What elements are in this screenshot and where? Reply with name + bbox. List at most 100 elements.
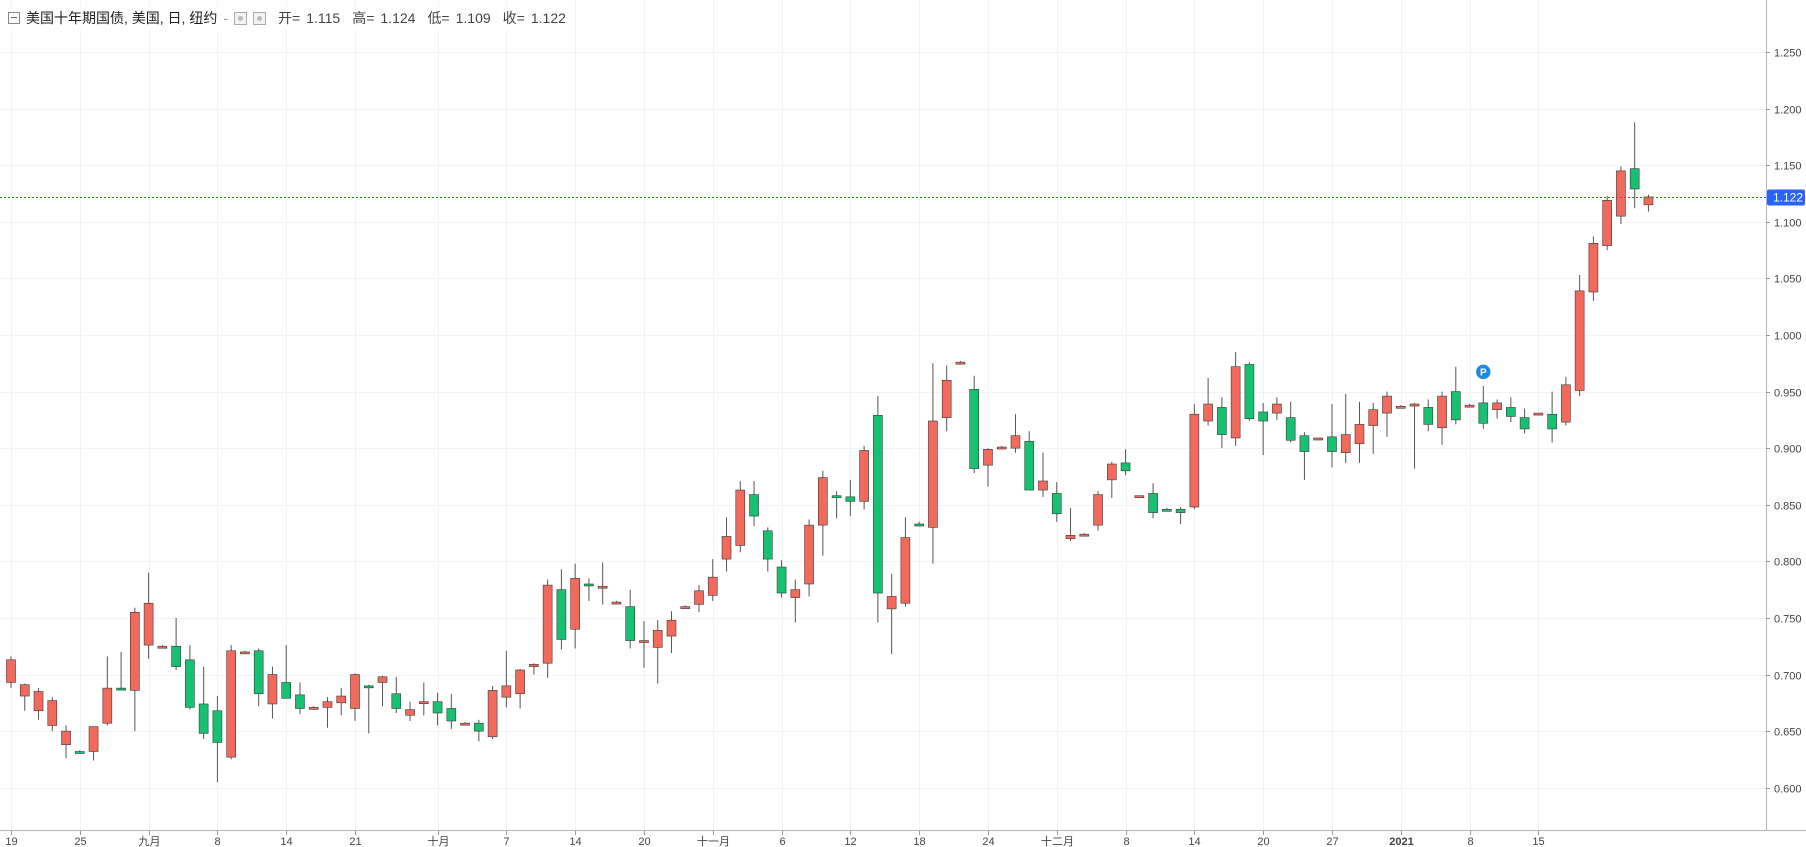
candle <box>1079 533 1090 537</box>
candle <box>1395 405 1406 409</box>
candle-body <box>1162 508 1172 512</box>
x-tick-label: 20 <box>1257 836 1269 847</box>
candle <box>1382 391 1392 437</box>
settings-icon[interactable] <box>253 11 267 25</box>
candle <box>487 685 498 740</box>
candle <box>446 693 457 729</box>
candle <box>226 645 236 760</box>
candle <box>818 470 828 556</box>
candle <box>102 656 113 726</box>
candle-body <box>1258 411 1268 422</box>
candle <box>1162 508 1172 512</box>
price-axis[interactable]: 0.600 0.650 0.700 0.750 0.800 0.850 0.900 0.950… <box>1766 48 1802 796</box>
candle-body <box>1354 424 1365 444</box>
visibility-icon[interactable] <box>234 11 248 25</box>
candle-body <box>61 730 71 745</box>
candle <box>267 666 278 719</box>
candle-body <box>859 450 869 502</box>
x-tick-label: 12 <box>844 836 856 847</box>
y-tick-label: 0.600 <box>1774 784 1802 796</box>
high-label: 高= <box>352 10 375 26</box>
candle-body <box>336 695 347 704</box>
candle <box>515 668 525 709</box>
candle <box>1547 391 1557 443</box>
candle <box>831 491 842 519</box>
candle-body <box>226 650 236 758</box>
candle <box>474 719 484 742</box>
candle-body <box>308 707 319 710</box>
candle-body <box>88 726 99 752</box>
candle-body <box>597 585 608 589</box>
candle-body <box>363 685 374 689</box>
y-tick-label: 1.150 <box>1774 161 1802 173</box>
candle <box>432 692 443 726</box>
candle-body <box>542 584 553 664</box>
y-tick-label: 1.200 <box>1774 105 1802 117</box>
candle <box>1340 393 1351 463</box>
candle-body <box>1313 437 1323 441</box>
y-tick-label: 1.250 <box>1774 48 1802 60</box>
candle-body <box>749 494 759 517</box>
candle-body <box>1024 441 1035 491</box>
candle <box>1093 491 1103 531</box>
series-legend[interactable]: 美国十年期国债, 美国, 日, 纽约 - 开= 1.115 高= 1.124 低= 1… <box>4 6 570 30</box>
candle-body <box>1010 435 1021 449</box>
candle-body <box>694 590 704 605</box>
candle-body <box>212 710 223 743</box>
candle <box>625 589 636 649</box>
candle-body <box>143 602 154 646</box>
current-price-label: 1.122 <box>1773 191 1803 205</box>
candle-body <box>1230 366 1241 439</box>
candle-body <box>983 449 993 466</box>
candle-body <box>1533 412 1544 416</box>
candle <box>1354 401 1365 463</box>
candle-body <box>914 523 924 527</box>
candle <box>597 562 608 605</box>
candle-body <box>680 606 691 609</box>
candle-body <box>295 694 305 709</box>
candle <box>1120 449 1131 476</box>
candle-body <box>1327 436 1337 452</box>
candle <box>983 448 993 487</box>
x-tick-label: 14 <box>280 836 292 847</box>
candle <box>1409 402 1420 469</box>
y-tick-label: 1.000 <box>1774 331 1802 343</box>
x-tick-label: 18 <box>913 836 925 847</box>
grid-lines <box>0 0 1766 830</box>
candle-body <box>6 659 16 683</box>
candle <box>1423 399 1434 432</box>
time-axis[interactable]: 19 25 九月 8 14 21 十月 7 14 20 十一月 6 12 18 24 十二月 8 14 20 27 20… <box>5 831 1545 847</box>
event-marker-icon[interactable]: P <box>1474 363 1493 381</box>
candle-body <box>845 496 856 502</box>
collapse-icon[interactable] <box>8 12 20 24</box>
candle-body <box>625 606 636 641</box>
candle-body <box>1189 413 1200 508</box>
candle <box>1451 366 1461 425</box>
candle <box>1519 408 1530 434</box>
candle-body <box>267 674 278 705</box>
candle <box>185 645 195 710</box>
y-tick-label: 0.800 <box>1774 557 1802 569</box>
candle-body <box>652 630 663 648</box>
candle-body <box>666 619 677 637</box>
candle <box>1492 399 1502 419</box>
candle <box>955 361 966 365</box>
candle-body <box>1285 417 1296 441</box>
candle <box>157 645 168 649</box>
x-tick-label: 8 <box>1123 836 1129 847</box>
candle-body <box>1574 290 1585 391</box>
candle <box>1327 404 1337 468</box>
candle <box>1244 362 1255 422</box>
low-value: 1.109 <box>455 10 491 26</box>
candle-body <box>1492 402 1502 410</box>
candle <box>1203 378 1213 426</box>
candle-body <box>790 589 801 598</box>
candle-body <box>1038 480 1048 491</box>
candle <box>845 479 856 517</box>
candle-body <box>487 690 498 738</box>
candle <box>873 396 883 623</box>
candle <box>418 682 429 716</box>
y-tick-label: 0.850 <box>1774 501 1802 513</box>
candle <box>1478 385 1489 429</box>
